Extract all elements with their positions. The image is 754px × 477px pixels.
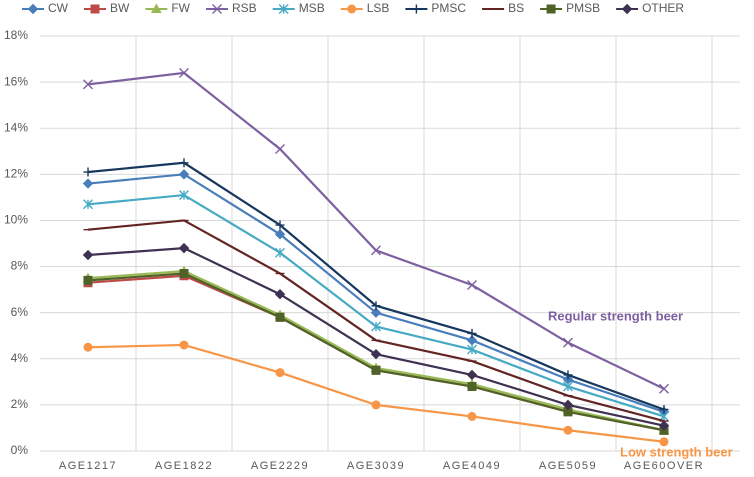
marker (562, 399, 574, 411)
marker (347, 4, 357, 14)
marker (90, 4, 100, 14)
marker (563, 337, 573, 348)
marker (178, 242, 190, 254)
legend-label: MSB (299, 1, 325, 15)
y-tick-label: 0% (11, 443, 29, 457)
annotation: Regular strength beer (548, 308, 683, 323)
marker (83, 167, 93, 177)
marker (371, 321, 381, 332)
marker (150, 3, 162, 13)
marker (179, 340, 189, 350)
marker (275, 247, 285, 258)
marker (83, 342, 93, 352)
x-tick-label: AGE3039 (347, 460, 405, 472)
marker (467, 344, 477, 355)
y-tick-label: 18% (4, 28, 28, 42)
marker (179, 158, 189, 168)
legend-label: PMSC (431, 1, 466, 15)
marker (371, 301, 381, 311)
legend-label: OTHER (642, 1, 684, 15)
marker (467, 280, 477, 290)
marker (27, 3, 39, 15)
annotation: Low strength beer (620, 444, 733, 459)
marker (82, 178, 94, 189)
marker (466, 369, 478, 381)
x-tick-label: AGE2229 (251, 460, 309, 472)
marker (370, 348, 382, 360)
legend-label: LSB (367, 1, 390, 15)
legend-label: PMSB (566, 1, 600, 15)
marker (563, 425, 573, 435)
x-tick-label: AGE1822 (155, 460, 213, 472)
x-tick-label: AGE5059 (539, 460, 597, 472)
marker (83, 199, 93, 210)
y-tick-label: 2% (11, 397, 29, 411)
marker (274, 229, 286, 240)
legend-label: BW (110, 1, 130, 15)
marker (371, 400, 381, 410)
marker (274, 289, 286, 300)
marker (411, 4, 421, 14)
x-tick-label: AGE1217 (59, 460, 117, 472)
marker (467, 381, 477, 391)
marker (179, 67, 189, 78)
marker (658, 420, 670, 431)
y-tick-label: 14% (4, 120, 28, 134)
x-tick-label: AGE4049 (443, 460, 501, 472)
marker (275, 143, 285, 154)
marker (467, 328, 477, 338)
marker (82, 249, 94, 261)
x-tick-label: AGE60OVER (624, 460, 704, 472)
y-tick-label: 10% (4, 213, 28, 227)
marker (178, 169, 190, 180)
y-tick-label: 16% (4, 74, 28, 88)
marker (275, 220, 285, 230)
series-line (87, 173, 665, 413)
marker (275, 368, 285, 378)
marker (659, 383, 669, 394)
marker (179, 190, 189, 201)
legend-label: RSB (232, 1, 257, 15)
marker (659, 405, 669, 414)
marker (546, 4, 556, 14)
series-line (87, 343, 665, 443)
marker (466, 335, 478, 346)
y-tick-label: 8% (11, 259, 29, 273)
y-tick-label: 12% (4, 167, 28, 181)
legend-label: FW (171, 1, 190, 15)
marker (275, 312, 285, 322)
marker (371, 245, 381, 256)
marker (83, 275, 93, 285)
marker (278, 4, 289, 14)
marker (370, 307, 382, 318)
y-tick-label: 6% (11, 305, 29, 319)
legend-label: CW (48, 1, 69, 15)
marker (179, 268, 189, 278)
marker (467, 411, 477, 421)
marker (621, 3, 633, 15)
marker (659, 437, 669, 447)
marker (563, 370, 573, 380)
marker (212, 4, 222, 14)
y-tick-label: 4% (11, 351, 29, 365)
marker (563, 381, 573, 392)
legend-label: BS (508, 1, 524, 15)
marker (83, 79, 93, 90)
marker (371, 365, 381, 375)
